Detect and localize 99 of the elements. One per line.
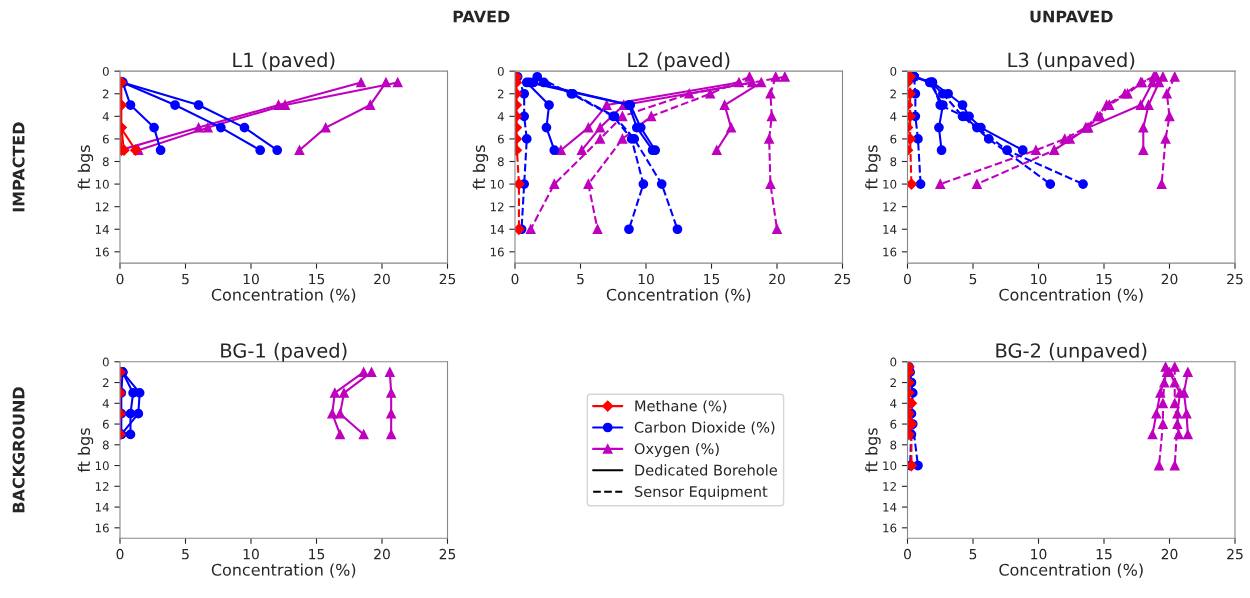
y-tick-label: 14 <box>95 225 109 234</box>
legend-label: Oxygen (%) <box>634 442 719 458</box>
y-tick-label: 2 <box>890 378 896 388</box>
x-axis-title: Concentration (%) <box>211 563 356 578</box>
y-tick-label: 16 <box>95 523 109 533</box>
y-tick-label: 12 <box>95 482 109 491</box>
chart-title: L3 (unpaved) <box>1008 52 1135 72</box>
y-tick-label: 2 <box>497 89 504 99</box>
y-tick-label: 8 <box>102 157 109 167</box>
y-tick-label: 16 <box>883 523 897 533</box>
x-tick-label: 5 <box>969 549 977 560</box>
y-tick-label: 14 <box>883 502 897 512</box>
y-tick-label: 10 <box>490 179 504 189</box>
y-tick-label: 0 <box>497 66 504 76</box>
x-tick-label: 25 <box>1227 548 1243 560</box>
y-tick-label: 8 <box>890 440 897 450</box>
x-tick-label: 20 <box>1161 548 1178 560</box>
y-tick-label: 0 <box>102 66 109 76</box>
x-tick-label: 25 <box>439 273 456 285</box>
text: UNPAVED <box>1030 10 1113 23</box>
x-tick-label: 15 <box>704 273 720 285</box>
x-tick-label: 10 <box>243 273 259 285</box>
y-tick-label: 12 <box>883 202 896 212</box>
y-tick-label: 0 <box>102 357 109 367</box>
x-tick-label: 5 <box>577 273 584 285</box>
y-tick-label: 16 <box>490 247 504 257</box>
y-axis-title: ft bgs <box>472 145 489 190</box>
x-tick-label: 25 <box>1227 273 1243 285</box>
x-tick-label: 15 <box>309 273 325 285</box>
x-tick-label: 10 <box>1031 548 1047 560</box>
y-tick-label: 16 <box>883 247 897 257</box>
x-axis-title: Concentration (%) <box>999 563 1143 578</box>
text: IMPACTED <box>12 122 25 212</box>
text: PAVED <box>453 10 510 23</box>
x-tick-label: 0 <box>116 273 124 285</box>
x-tick-label: 20 <box>374 548 390 560</box>
x-axis-title: Concentration (%) <box>999 288 1143 303</box>
x-tick-label: 15 <box>309 549 325 560</box>
y-axis-title: ft bgs <box>865 428 881 473</box>
y-tick-label: 4 <box>102 112 109 121</box>
x-tick-label: 20 <box>769 273 785 285</box>
x-tick-label: 20 <box>1161 273 1178 285</box>
y-tick-label: 8 <box>890 157 897 167</box>
y-axis-title: ft bgs <box>865 145 881 190</box>
y-tick-label: 10 <box>883 179 897 189</box>
x-tick-label: 25 <box>834 273 851 285</box>
chart-title: L2 (paved) <box>628 52 730 72</box>
y-tick-label: 4 <box>890 399 897 408</box>
x-tick-label: 5 <box>182 273 189 285</box>
y-tick-label: 4 <box>497 112 504 121</box>
y-tick-label: 4 <box>890 112 897 121</box>
x-tick-label: 25 <box>439 548 456 560</box>
y-axis-title: ft bgs <box>77 428 94 473</box>
y-axis-title: ft bgs <box>77 145 94 190</box>
y-tick-label: 14 <box>490 225 504 234</box>
y-tick-label: 16 <box>95 247 109 257</box>
x-tick-label: 10 <box>243 548 259 560</box>
chart-title: L1 (paved) <box>233 52 335 72</box>
x-tick-label: 5 <box>969 273 977 285</box>
x-tick-label: 0 <box>116 548 124 560</box>
text: Sensor Equipment <box>634 485 768 500</box>
y-tick-label: 12 <box>490 202 504 212</box>
y-tick-label: 4 <box>102 399 109 408</box>
chart-title: BG-1 (paved) <box>221 342 347 362</box>
y-tick-label: 6 <box>102 419 109 429</box>
y-tick-label: 10 <box>883 461 897 471</box>
text: BACKGROUND <box>12 387 25 513</box>
text: Dedicated Borehole <box>635 464 777 476</box>
x-axis-title: Concentration (%) <box>606 288 751 303</box>
x-tick-label: 0 <box>511 273 519 285</box>
y-tick-label: 8 <box>497 157 504 167</box>
y-tick-label: 6 <box>890 419 897 429</box>
y-tick-label: 0 <box>890 357 897 367</box>
y-tick-label: 8 <box>102 440 109 450</box>
y-tick-label: 10 <box>95 461 109 471</box>
y-tick-label: 2 <box>102 378 109 388</box>
x-tick-label: 5 <box>182 549 189 560</box>
x-axis-title: Concentration (%) <box>211 288 356 303</box>
legend-label: Methane (%) <box>635 400 727 414</box>
y-tick-label: 12 <box>95 202 109 212</box>
y-tick-label: 10 <box>95 179 109 189</box>
y-tick-label: 6 <box>497 134 504 144</box>
x-tick-label: 0 <box>904 273 911 285</box>
x-tick-label: 15 <box>1096 549 1112 560</box>
x-tick-label: 10 <box>638 273 654 285</box>
legend-label: Carbon Dioxide (%) <box>634 421 775 435</box>
y-tick-label: 2 <box>890 89 896 99</box>
x-tick-label: 20 <box>374 273 390 285</box>
x-tick-label: 0 <box>904 548 911 560</box>
y-tick-label: 12 <box>883 482 896 491</box>
y-tick-label: 14 <box>883 225 897 234</box>
y-tick-label: 6 <box>890 134 897 144</box>
y-tick-label: 0 <box>890 66 897 76</box>
y-tick-label: 6 <box>102 134 109 144</box>
x-tick-label: 15 <box>1096 273 1112 285</box>
y-tick-label: 14 <box>95 502 109 512</box>
x-tick-label: 10 <box>1031 273 1047 285</box>
chart-title: BG-2 (unpaved) <box>996 342 1147 362</box>
y-tick-label: 2 <box>102 89 109 99</box>
